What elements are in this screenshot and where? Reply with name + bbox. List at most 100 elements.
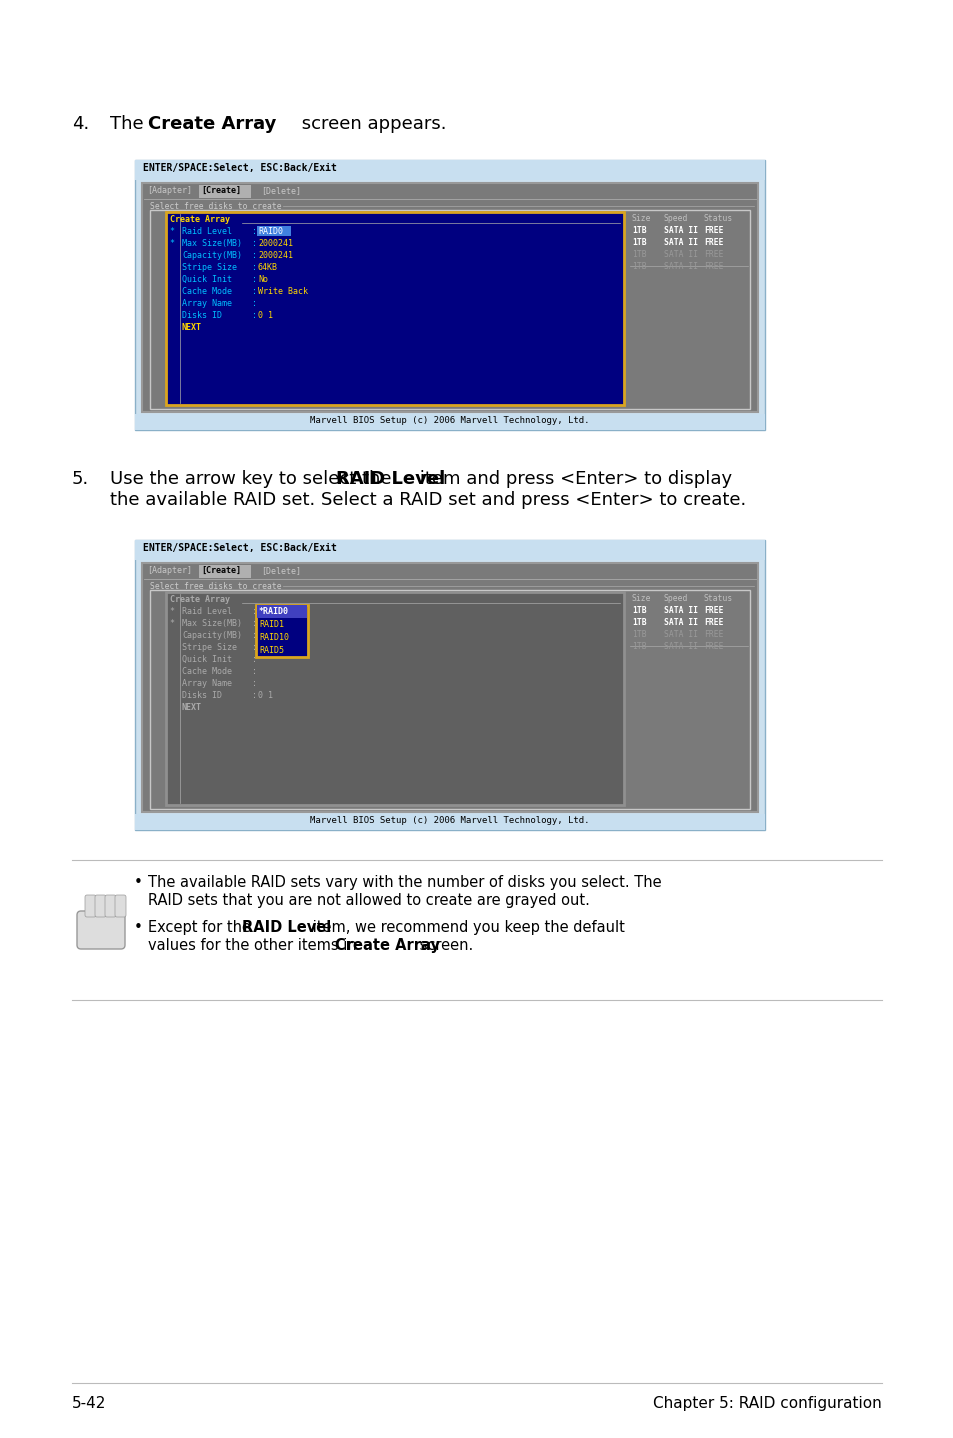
Text: Create Array: Create Array [170,595,230,604]
Text: values for the other items in: values for the other items in [148,938,361,953]
Text: :: : [252,679,256,687]
Text: Cache Mode: Cache Mode [182,667,232,676]
Text: Create Array: Create Array [170,216,230,224]
Text: 4.: 4. [71,115,90,132]
Bar [150,590,749,810]
Text: Capacity(MB): Capacity(MB) [182,631,242,640]
Text: Quick Init: Quick Init [182,275,232,283]
Text: 0 1: 0 1 [257,311,273,321]
Text: screen appears.: screen appears. [295,115,446,132]
Text: Status: Status [703,594,733,603]
Text: 2000241: 2000241 [257,252,293,260]
Text: :: : [252,263,256,272]
Bar [142,183,758,413]
Text: SATA II: SATA II [663,605,698,615]
Text: NEXT: NEXT [182,324,202,332]
Text: FREE: FREE [703,618,722,627]
Text: SATA II: SATA II [663,618,698,627]
Text: Stripe Size: Stripe Size [182,643,236,651]
Text: FREE: FREE [703,641,722,651]
Text: RAID Level: RAID Level [335,470,444,487]
Text: :: : [252,631,256,640]
Text: RAID0: RAID0 [257,227,283,236]
Text: 1TB: 1TB [631,618,646,627]
FancyBboxPatch shape [95,894,106,917]
Text: Array Name: Array Name [182,679,232,687]
FancyBboxPatch shape [115,894,126,917]
Text: [Create]: [Create] [201,567,241,575]
Bar [166,592,623,805]
Text: *: * [169,239,173,247]
Text: Marvell BIOS Setup (c) 2006 Marvell Technology, Ltd.: Marvell BIOS Setup (c) 2006 Marvell Tech… [310,416,589,426]
Text: 1TB: 1TB [631,226,646,234]
Text: *: * [169,607,173,615]
Text: :: : [252,643,256,651]
Text: Disks ID: Disks ID [182,311,222,321]
Text: Quick Init: Quick Init [182,654,232,664]
FancyBboxPatch shape [105,894,116,917]
Bar [135,414,764,430]
Text: *: * [169,618,173,628]
Text: FREE: FREE [703,239,722,247]
Text: Except for the: Except for the [148,920,255,935]
Text: ENTER/SPACE:Select, ESC:Back/Exit: ENTER/SPACE:Select, ESC:Back/Exit [143,162,336,173]
Bar [135,541,764,830]
Text: Capacity(MB): Capacity(MB) [182,252,242,260]
Bar [256,226,291,236]
Text: Create Array: Create Array [335,938,440,953]
Text: :: : [252,692,256,700]
Text: 1TB: 1TB [631,239,646,247]
Text: :: : [252,667,256,676]
Text: No: No [257,275,268,283]
Text: Raid Level: Raid Level [182,607,232,615]
Text: 5.: 5. [71,470,90,487]
Text: :: : [252,654,256,664]
Text: 1TB: 1TB [631,250,646,259]
Text: Status: Status [703,214,733,223]
Text: :: : [252,618,256,628]
FancyBboxPatch shape [85,894,96,917]
Text: :: : [252,252,256,260]
Text: item, we recommend you keep the default: item, we recommend you keep the default [308,920,624,935]
Text: [Adapter]: [Adapter] [147,567,192,575]
Text: Speed: Speed [663,214,688,223]
Text: the available RAID set. Select a RAID set and press <Enter> to create.: the available RAID set. Select a RAID se… [110,490,745,509]
Text: :: : [252,275,256,283]
Text: SATA II: SATA II [663,630,698,638]
Bar [142,564,758,812]
Bar [255,605,308,657]
Text: •: • [133,874,143,890]
Text: 64KB: 64KB [257,263,277,272]
Text: Raid Level: Raid Level [182,227,232,236]
Text: item and press <Enter> to display: item and press <Enter> to display [414,470,731,487]
Text: Disks ID: Disks ID [182,692,222,700]
Text: RAID1: RAID1 [258,620,284,628]
Bar [135,541,764,559]
Text: :: : [252,607,256,615]
Text: 1TB: 1TB [631,630,646,638]
Text: Write Back: Write Back [257,288,308,296]
Text: SATA II: SATA II [663,226,698,234]
Text: SATA II: SATA II [663,250,698,259]
FancyBboxPatch shape [77,912,125,949]
Bar [150,210,749,408]
Text: •: • [133,920,143,935]
Text: Chapter 5: RAID configuration: Chapter 5: RAID configuration [653,1396,882,1411]
Text: Select free disks to create: Select free disks to create [150,582,281,591]
Text: Array Name: Array Name [182,299,232,308]
Text: Max Size(MB): Max Size(MB) [182,618,242,628]
Text: :: : [252,227,256,236]
Text: [Delete]: [Delete] [261,567,301,575]
Text: Create Array: Create Array [148,115,276,132]
Bar [256,605,307,618]
Text: FREE: FREE [703,226,722,234]
Text: Stripe Size: Stripe Size [182,263,236,272]
Text: screen.: screen. [415,938,473,953]
Text: The: The [110,115,150,132]
Text: [Adapter]: [Adapter] [147,186,192,196]
Text: RAID10: RAID10 [258,633,289,641]
Text: Select free disks to create: Select free disks to create [150,201,281,211]
Text: SATA II: SATA II [663,641,698,651]
Text: Speed: Speed [663,594,688,603]
Text: :: : [252,299,256,308]
